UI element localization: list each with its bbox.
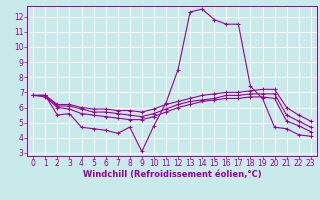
X-axis label: Windchill (Refroidissement éolien,°C): Windchill (Refroidissement éolien,°C) [83,170,261,179]
